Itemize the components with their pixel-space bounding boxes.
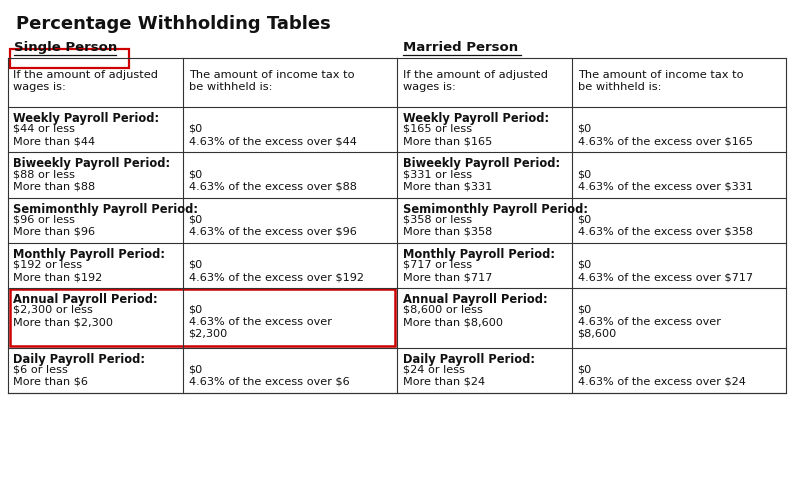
Text: Biweekly Payroll Period:: Biweekly Payroll Period: (402, 157, 560, 171)
Text: Daily Payroll Period:: Daily Payroll Period: (402, 353, 534, 366)
Text: 4.63% of the excess over $331: 4.63% of the excess over $331 (578, 182, 753, 192)
Text: The amount of income tax to
be withheld is:: The amount of income tax to be withheld … (578, 70, 743, 92)
Text: 4.63% of the excess over $88: 4.63% of the excess over $88 (189, 182, 357, 192)
Text: Single Person: Single Person (14, 41, 118, 54)
Text: $0: $0 (578, 214, 592, 224)
Text: 4.63% of the excess over $6: 4.63% of the excess over $6 (189, 377, 350, 387)
Text: $0: $0 (578, 364, 592, 374)
Text: More than $8,600: More than $8,600 (402, 317, 502, 327)
Text: Percentage Withholding Tables: Percentage Withholding Tables (16, 15, 330, 33)
Text: $0: $0 (189, 169, 203, 179)
Text: $0: $0 (578, 305, 592, 315)
Text: Monthly Payroll Period:: Monthly Payroll Period: (14, 248, 166, 261)
Text: More than $717: More than $717 (402, 272, 492, 282)
Text: More than $6: More than $6 (14, 377, 89, 387)
Text: 4.63% of the excess over $24: 4.63% of the excess over $24 (578, 377, 746, 387)
Text: $358 or less: $358 or less (402, 214, 472, 224)
Text: $2,300 or less: $2,300 or less (14, 305, 94, 315)
Text: 4.63% of the excess over
$8,600: 4.63% of the excess over $8,600 (578, 317, 721, 339)
Text: $0: $0 (189, 260, 203, 270)
Text: 4.63% of the excess over $165: 4.63% of the excess over $165 (578, 136, 753, 146)
Text: More than $358: More than $358 (402, 227, 492, 237)
Text: $0: $0 (189, 214, 203, 224)
Text: Weekly Payroll Period:: Weekly Payroll Period: (402, 112, 549, 125)
Text: $96 or less: $96 or less (14, 214, 75, 224)
Text: $165 or less: $165 or less (402, 124, 472, 134)
Text: If the amount of adjusted
wages is:: If the amount of adjusted wages is: (402, 70, 547, 92)
Text: Daily Payroll Period:: Daily Payroll Period: (14, 353, 146, 366)
Text: Monthly Payroll Period:: Monthly Payroll Period: (402, 248, 554, 261)
Text: $0: $0 (578, 169, 592, 179)
Text: More than $96: More than $96 (14, 227, 96, 237)
Text: $44 or less: $44 or less (14, 124, 75, 134)
Text: The amount of income tax to
be withheld is:: The amount of income tax to be withheld … (189, 70, 354, 92)
Text: Semimonthly Payroll Period:: Semimonthly Payroll Period: (402, 203, 587, 216)
Text: $6 or less: $6 or less (14, 364, 68, 374)
Text: 4.63% of the excess over $358: 4.63% of the excess over $358 (578, 227, 753, 237)
Text: $331 or less: $331 or less (402, 169, 472, 179)
Text: More than $24: More than $24 (402, 377, 485, 387)
Text: 4.63% of the excess over $96: 4.63% of the excess over $96 (189, 227, 357, 237)
Text: $717 or less: $717 or less (402, 260, 472, 270)
Text: $8,600 or less: $8,600 or less (402, 305, 482, 315)
Text: If the amount of adjusted
wages is:: If the amount of adjusted wages is: (14, 70, 158, 92)
Text: Weekly Payroll Period:: Weekly Payroll Period: (14, 112, 160, 125)
Text: 4.63% of the excess over
$2,300: 4.63% of the excess over $2,300 (189, 317, 331, 339)
Text: Biweekly Payroll Period:: Biweekly Payroll Period: (14, 157, 170, 171)
Text: More than $2,300: More than $2,300 (14, 317, 114, 327)
Text: 4.63% of the excess over $717: 4.63% of the excess over $717 (578, 272, 753, 282)
Text: 4.63% of the excess over $192: 4.63% of the excess over $192 (189, 272, 363, 282)
Text: $0: $0 (189, 305, 203, 315)
Text: $88 or less: $88 or less (14, 169, 75, 179)
Text: More than $165: More than $165 (402, 136, 492, 146)
Text: $0: $0 (578, 260, 592, 270)
Text: More than $44: More than $44 (14, 136, 96, 146)
Text: More than $331: More than $331 (402, 182, 492, 192)
Text: Annual Payroll Period:: Annual Payroll Period: (402, 293, 547, 306)
Text: $24 or less: $24 or less (402, 364, 465, 374)
Text: More than $88: More than $88 (14, 182, 96, 192)
Text: 4.63% of the excess over $44: 4.63% of the excess over $44 (189, 136, 357, 146)
Text: Semimonthly Payroll Period:: Semimonthly Payroll Period: (14, 203, 198, 216)
Text: $0: $0 (189, 124, 203, 134)
Text: $0: $0 (578, 124, 592, 134)
Text: $192 or less: $192 or less (14, 260, 82, 270)
Text: More than $192: More than $192 (14, 272, 102, 282)
Text: Married Person: Married Person (403, 41, 518, 54)
Text: $0: $0 (189, 364, 203, 374)
Text: Annual Payroll Period:: Annual Payroll Period: (14, 293, 158, 306)
